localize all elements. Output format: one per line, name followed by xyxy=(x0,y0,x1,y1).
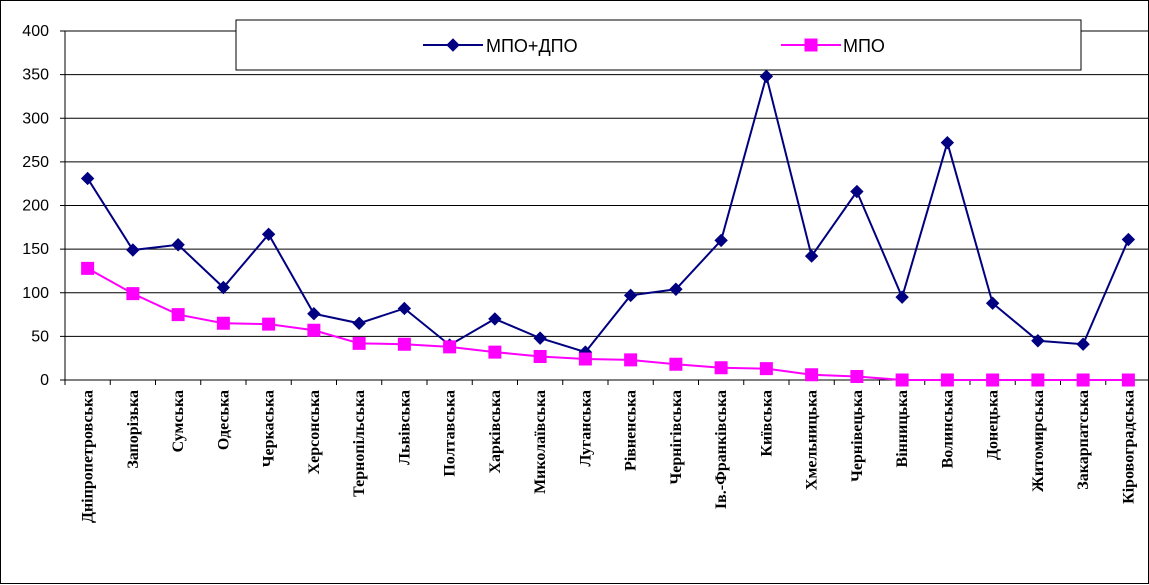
data-point xyxy=(126,287,140,301)
data-point xyxy=(1031,373,1045,387)
data-point xyxy=(624,353,638,367)
data-point xyxy=(1076,337,1090,351)
data-point xyxy=(895,290,909,304)
data-point xyxy=(397,301,412,316)
x-tick-label: Ів.-Франківська xyxy=(713,390,730,509)
legend-label-mpo: МПО xyxy=(843,36,885,56)
y-tick-label: 350 xyxy=(22,67,49,84)
data-point xyxy=(669,282,683,296)
data-point xyxy=(262,317,276,331)
data-point xyxy=(443,340,457,354)
series-line-1 xyxy=(87,267,1129,381)
x-tick-label: Дніпропетровська xyxy=(80,390,97,523)
x-tick-label: Миколаївська xyxy=(532,390,549,494)
data-point xyxy=(216,280,231,295)
legend-label-mpo-dpo: МПО+ДПО xyxy=(486,36,578,56)
data-point xyxy=(488,312,502,326)
x-tick-label: Харківська xyxy=(487,390,504,474)
x-tick-label: Житомирська xyxy=(1030,390,1047,492)
x-tick-label: Вінницька xyxy=(894,390,911,467)
data-point xyxy=(126,243,140,257)
data-point xyxy=(578,352,592,366)
data-point xyxy=(850,184,864,199)
data-point xyxy=(533,331,547,345)
data-point xyxy=(804,249,819,263)
data-point xyxy=(805,368,819,382)
legend-box xyxy=(235,19,1082,71)
x-tick-label: Чернігівська xyxy=(668,390,685,485)
data-point xyxy=(850,370,864,384)
data-point xyxy=(397,337,411,351)
x-tick-label: Рівненська xyxy=(623,390,640,471)
legend-marker-mpo-dpo xyxy=(446,38,460,52)
legend-marker-mpo xyxy=(804,38,818,52)
x-tick-label: Херсонська xyxy=(306,390,323,474)
legend: МПО+ДПО МПО xyxy=(235,19,1082,71)
data-point xyxy=(307,306,321,321)
data-point xyxy=(714,233,728,248)
data-point xyxy=(171,238,185,252)
y-tick-label: 400 xyxy=(22,23,49,40)
data-point xyxy=(714,361,728,375)
x-tick-label: Запорізька xyxy=(125,390,142,469)
data-point xyxy=(1076,373,1090,387)
x-tick-label: Закарпатська xyxy=(1075,390,1092,490)
x-tick-label: Хмельницька xyxy=(804,390,821,490)
x-tick-label: Київська xyxy=(758,390,775,457)
x-tick-label: Львівська xyxy=(396,390,413,465)
y-tick-label: 100 xyxy=(22,285,49,302)
data-point xyxy=(759,362,773,376)
y-tick-label: 150 xyxy=(22,241,49,258)
data-point xyxy=(352,316,366,330)
x-tick-label: Волинська xyxy=(939,390,956,468)
y-tick-label: 300 xyxy=(22,110,49,127)
data-point xyxy=(1031,334,1045,348)
x-tick-label: Одеська xyxy=(215,390,232,450)
y-tick-label: 50 xyxy=(31,328,49,345)
data-point xyxy=(307,323,321,337)
data-point xyxy=(895,373,909,387)
data-point xyxy=(669,357,683,371)
y-tick-label: 250 xyxy=(22,154,49,171)
data-point xyxy=(940,373,954,387)
data-point xyxy=(80,171,95,186)
data-point xyxy=(533,349,547,363)
x-tick-label: Полтавська xyxy=(442,390,459,477)
data-point xyxy=(488,345,502,359)
series-line-0 xyxy=(86,72,1130,354)
x-tick-label: Кіровоградська xyxy=(1120,390,1137,504)
data-point xyxy=(1121,232,1136,247)
y-tick-label: 200 xyxy=(22,198,49,215)
x-tick-label: Донецька xyxy=(985,390,1002,460)
x-tick-label: Тернопільська xyxy=(351,390,368,497)
y-axis: 0 50 100 150 200 250 300 350 400 xyxy=(22,23,66,389)
x-tick-label: Чернівецька xyxy=(849,390,866,482)
y-tick-label: 0 xyxy=(40,372,49,389)
x-tick-label: Сумська xyxy=(170,390,187,452)
data-point xyxy=(985,296,1000,310)
data-point xyxy=(986,373,1000,387)
data-point xyxy=(81,261,95,275)
data-point xyxy=(216,316,230,330)
x-tick-label: Черкаська xyxy=(261,390,278,467)
data-point xyxy=(1121,373,1135,387)
data-point xyxy=(171,308,185,322)
data-point xyxy=(940,135,955,150)
series-group xyxy=(80,69,1136,387)
data-point xyxy=(261,227,276,241)
data-point xyxy=(623,288,638,303)
data-point xyxy=(352,336,366,350)
x-axis: Дніпропетровська Запорізька Сумська Одеська… xyxy=(64,380,1137,523)
data-point xyxy=(759,69,774,84)
x-tick-label: Луганська xyxy=(577,390,594,467)
